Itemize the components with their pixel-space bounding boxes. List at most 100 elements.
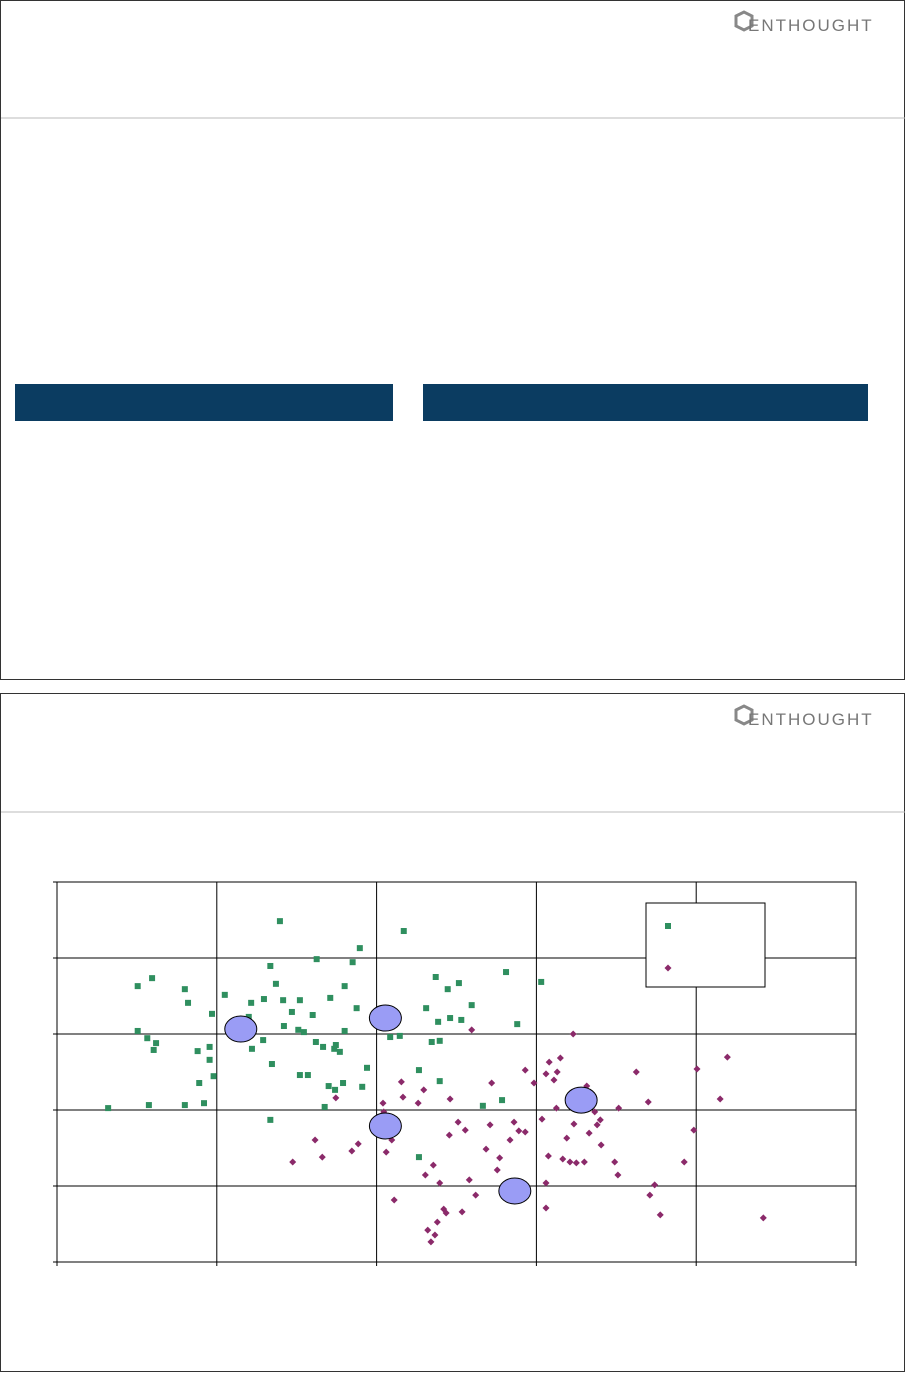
point xyxy=(482,1145,490,1153)
point xyxy=(432,974,439,980)
point xyxy=(496,1154,504,1162)
point xyxy=(572,1159,580,1167)
point xyxy=(644,1098,652,1106)
point xyxy=(354,1140,362,1148)
point xyxy=(597,1141,605,1149)
logo-icon xyxy=(734,10,754,32)
point xyxy=(300,1029,307,1036)
point xyxy=(414,1099,422,1107)
point xyxy=(313,956,320,963)
point xyxy=(611,1158,619,1166)
point xyxy=(340,1080,347,1087)
point xyxy=(424,1226,432,1234)
point xyxy=(514,1021,521,1028)
point xyxy=(538,1115,546,1123)
point xyxy=(105,1105,112,1112)
point xyxy=(144,1035,151,1042)
point xyxy=(210,1073,217,1080)
point xyxy=(387,1034,394,1041)
point xyxy=(656,1211,664,1219)
point xyxy=(580,1158,588,1166)
point xyxy=(646,1191,654,1199)
point xyxy=(542,1204,550,1212)
point xyxy=(596,1116,604,1124)
point xyxy=(368,1112,402,1140)
point xyxy=(435,1018,442,1025)
point xyxy=(427,1238,435,1246)
point xyxy=(553,1068,561,1076)
point xyxy=(206,1043,213,1050)
point xyxy=(288,1008,295,1015)
point xyxy=(436,1037,443,1044)
point xyxy=(309,1012,316,1018)
point xyxy=(349,959,356,966)
point xyxy=(545,1058,553,1066)
point xyxy=(382,1148,390,1156)
point xyxy=(498,1177,532,1205)
point xyxy=(420,1086,428,1094)
point xyxy=(716,1095,724,1103)
point xyxy=(206,1056,213,1063)
point xyxy=(150,1046,157,1053)
point xyxy=(446,1095,454,1103)
point xyxy=(400,928,407,935)
point xyxy=(458,1208,466,1216)
point xyxy=(341,1027,348,1034)
point xyxy=(145,1102,152,1109)
point xyxy=(181,986,188,993)
point xyxy=(194,1048,201,1055)
point xyxy=(415,1067,422,1074)
point xyxy=(680,1158,688,1166)
point xyxy=(304,1072,311,1079)
point xyxy=(550,1076,558,1084)
point xyxy=(759,1214,767,1222)
logo: ENTHOUGHT xyxy=(734,10,872,35)
point xyxy=(153,1040,160,1047)
point xyxy=(327,994,334,1001)
point xyxy=(436,1179,444,1187)
point xyxy=(318,1153,326,1161)
point xyxy=(556,1054,564,1062)
point xyxy=(390,1196,398,1204)
point xyxy=(436,1078,443,1085)
point xyxy=(564,1086,598,1114)
legend xyxy=(645,902,766,988)
point xyxy=(593,1121,601,1129)
point xyxy=(332,1086,339,1093)
point xyxy=(465,1176,473,1184)
point xyxy=(181,1102,188,1109)
point xyxy=(332,1042,339,1049)
point xyxy=(295,1026,302,1033)
point xyxy=(221,991,228,998)
point xyxy=(272,980,279,987)
point xyxy=(493,1166,501,1174)
point xyxy=(585,1129,593,1137)
logo-text: ENTHOUGHT xyxy=(748,710,874,729)
point xyxy=(569,1030,577,1038)
point xyxy=(468,1002,475,1009)
point xyxy=(693,1065,701,1073)
point xyxy=(431,1231,439,1239)
column-header xyxy=(15,384,393,421)
point xyxy=(428,1038,435,1045)
point xyxy=(201,1100,208,1107)
point xyxy=(341,983,348,990)
point xyxy=(396,1032,403,1039)
point xyxy=(538,978,545,985)
point xyxy=(651,1181,659,1189)
point xyxy=(348,1147,356,1155)
point xyxy=(364,1064,371,1071)
point xyxy=(353,1005,360,1012)
point xyxy=(530,1079,538,1087)
point xyxy=(296,997,303,1004)
point xyxy=(260,1037,267,1044)
point xyxy=(134,1027,141,1034)
point xyxy=(134,983,141,990)
point xyxy=(397,1078,405,1086)
point xyxy=(442,1209,450,1217)
point xyxy=(267,962,274,969)
point xyxy=(209,1010,216,1017)
point xyxy=(521,1128,529,1136)
point xyxy=(336,1048,343,1055)
